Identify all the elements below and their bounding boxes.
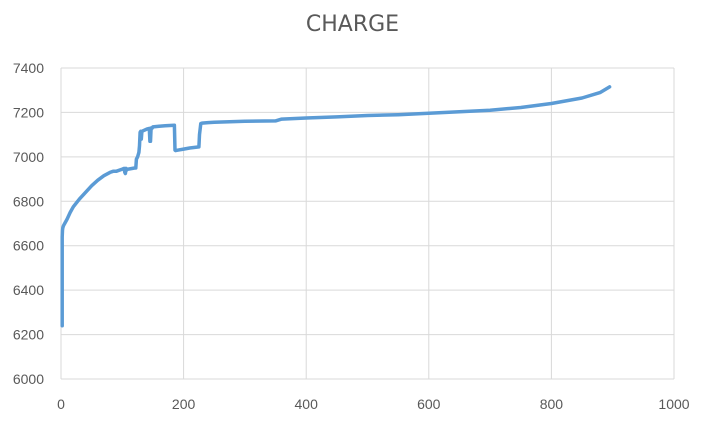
axis-labels: 6000 6200 6400 6600 6800 7000 7200 7400 0 200 400 6… — [13, 60, 690, 412]
y-tick-label: 6800 — [13, 193, 44, 209]
y-tick-label: 6600 — [13, 238, 44, 254]
chart-title: CHARGE — [305, 12, 400, 37]
x-tick-label: 1000 — [658, 396, 689, 412]
x-tick-label: 800 — [540, 396, 564, 412]
x-tick-label: 400 — [295, 396, 319, 412]
x-tick-label: 600 — [417, 396, 441, 412]
series-line — [60, 85, 612, 328]
y-tick-label: 7200 — [13, 104, 44, 120]
y-tick-label: 6200 — [13, 327, 44, 343]
grid — [60, 67, 675, 380]
x-tick-label: 0 — [57, 396, 65, 412]
y-tick-label: 6400 — [13, 282, 44, 298]
y-tick-label: 7000 — [13, 149, 44, 165]
y-tick-label: 7400 — [13, 60, 44, 76]
y-tick-label: 6000 — [13, 371, 44, 387]
series-group — [60, 85, 612, 328]
x-tick-label: 200 — [172, 396, 196, 412]
